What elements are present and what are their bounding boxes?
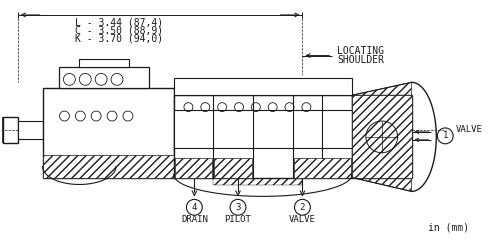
Text: VALVE: VALVE xyxy=(456,125,483,134)
Bar xyxy=(42,155,174,178)
Bar xyxy=(213,172,303,185)
Bar xyxy=(214,158,252,178)
Polygon shape xyxy=(352,82,411,191)
Bar xyxy=(174,95,352,178)
Bar xyxy=(174,78,352,95)
Bar xyxy=(80,59,129,68)
Bar xyxy=(174,110,352,148)
Bar xyxy=(293,158,351,178)
Bar xyxy=(18,121,42,139)
Text: VALVE: VALVE xyxy=(289,215,316,224)
Text: PILOT: PILOT xyxy=(224,215,251,224)
Text: in (mm): in (mm) xyxy=(428,222,469,232)
Bar xyxy=(175,158,212,178)
Bar xyxy=(42,88,174,178)
Bar xyxy=(60,68,149,88)
Text: DRAIN: DRAIN xyxy=(181,215,208,224)
Bar xyxy=(352,95,411,178)
Text: LOCATING: LOCATING xyxy=(337,46,384,56)
Text: 1: 1 xyxy=(443,131,448,140)
Text: L - 3.44 (87,4): L - 3.44 (87,4) xyxy=(75,18,163,28)
Text: 4: 4 xyxy=(192,203,197,212)
Bar xyxy=(3,117,18,143)
Text: C - 3.50 (88,9): C - 3.50 (88,9) xyxy=(75,26,163,36)
Text: 2: 2 xyxy=(300,203,305,212)
Bar xyxy=(352,95,411,178)
Text: 3: 3 xyxy=(235,203,241,212)
Text: SHOULDER: SHOULDER xyxy=(337,54,384,65)
Text: K - 3.70 (94,0): K - 3.70 (94,0) xyxy=(75,34,163,44)
